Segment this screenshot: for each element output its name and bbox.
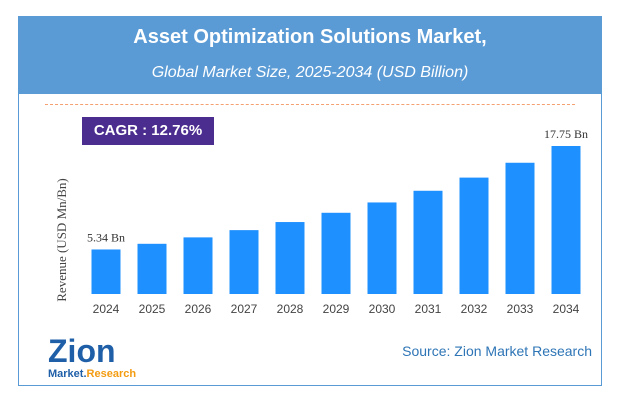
bar-2032 (459, 177, 489, 294)
chart-title: Asset Optimization Solutions Market, (133, 26, 487, 48)
bar-2033 (505, 162, 535, 294)
x-tick-label: 2033 (507, 302, 534, 316)
bar-2024 (91, 249, 121, 294)
bar-2029 (321, 212, 351, 294)
x-tick-label: 2029 (323, 302, 350, 316)
bar-2026 (183, 237, 213, 294)
bar-2028 (275, 222, 305, 294)
x-tick-label: 2030 (369, 302, 396, 316)
x-tick-label: 2025 (139, 302, 166, 316)
y-axis-label: Revenue (USD Mn/Bn) (54, 178, 69, 302)
bar-2025 (137, 243, 167, 294)
divider (45, 104, 575, 105)
bar-2030 (367, 202, 397, 294)
x-tick-label: 2024 (93, 302, 120, 316)
data-label: 5.34 Bn (87, 230, 125, 244)
chart-header: Asset Optimization Solutions Market, Glo… (18, 16, 602, 94)
zion-logo: Zion Market.Research (48, 332, 148, 387)
x-tick-label: 2027 (231, 302, 258, 316)
x-tick-label: 2032 (461, 302, 488, 316)
x-tick-label: 2031 (415, 302, 442, 316)
source-text: Source: Zion Market Research (402, 343, 592, 359)
x-tick-label: 2028 (277, 302, 304, 316)
bar-2027 (229, 230, 259, 294)
x-tick-label: 2026 (185, 302, 212, 316)
bar-2031 (413, 190, 443, 294)
chart-subtitle: Global Market Size, 2025-2034 (USD Billi… (151, 64, 469, 81)
data-label: 17.75 Bn (544, 127, 588, 141)
bar-2034 (551, 146, 581, 294)
x-tick-label: 2034 (553, 302, 580, 316)
cagr-badge: CAGR : 12.76% (82, 117, 214, 145)
svg-text:Market.Research: Market.Research (48, 368, 136, 380)
svg-text:Zion: Zion (48, 333, 116, 369)
